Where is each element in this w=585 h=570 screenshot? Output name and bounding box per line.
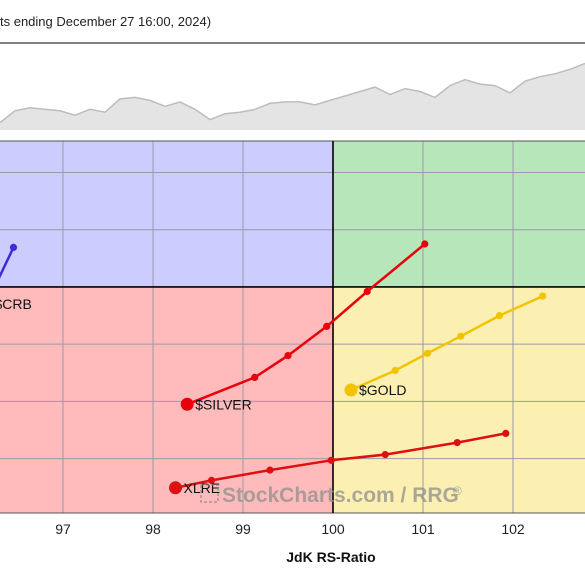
quadrant-lagging xyxy=(0,286,333,513)
series-tail-point xyxy=(266,466,274,474)
x-axis-label: JdK RS-Ratio xyxy=(286,549,375,565)
series-tail-point xyxy=(381,451,389,459)
series-tail-point xyxy=(421,240,429,248)
x-tick-label: 98 xyxy=(145,521,161,537)
series-tail-point xyxy=(423,349,432,357)
mini-chart-line xyxy=(0,62,585,124)
series-tail-point xyxy=(323,322,331,330)
series-tail-point xyxy=(495,312,504,320)
rrg-plot-area: $CRB $SILVER $GOLD XLRE 97 98 99 100 101 102 xyxy=(0,140,585,537)
series-tail-point xyxy=(327,456,335,464)
quadrant-leading xyxy=(333,141,585,287)
x-tick-label: 102 xyxy=(501,521,525,537)
series-tail-point xyxy=(502,429,510,437)
x-tick-label: 97 xyxy=(55,521,71,537)
series-tail-point xyxy=(207,476,216,484)
series-tail-point xyxy=(9,243,18,251)
series-xlre: XLRE xyxy=(169,429,510,496)
series-label: $CRB xyxy=(0,296,32,312)
series-head-point xyxy=(180,397,194,411)
series-label: $SILVER xyxy=(195,396,252,412)
series-tail-point xyxy=(363,287,371,296)
series-label: XLRE xyxy=(184,480,221,496)
x-tick-label: 99 xyxy=(235,521,251,537)
watermark-text: StockCharts.com / RRG xyxy=(222,484,459,507)
series-tail-point xyxy=(251,373,259,381)
x-tick-label: 101 xyxy=(411,521,435,537)
series-tail-point xyxy=(284,352,292,360)
benchmark-mini-chart xyxy=(0,42,585,130)
series-tail-point xyxy=(453,439,461,447)
series-tail-line xyxy=(350,294,544,392)
series-tail-point xyxy=(457,332,465,340)
series-head-point xyxy=(344,383,358,397)
series-tail-point xyxy=(391,366,399,375)
watermark-reg-mark: ® xyxy=(453,484,462,498)
series-tail-line xyxy=(186,243,426,406)
series-tail-point xyxy=(539,292,547,300)
watermark-logo-icon xyxy=(200,484,219,503)
mini-chart-area xyxy=(0,63,585,130)
header-caption: ts ending December 27 16:00, 2024) xyxy=(0,14,211,29)
quadrant-weakening xyxy=(333,286,585,513)
series-label: $GOLD xyxy=(359,382,406,398)
series-head-point xyxy=(169,481,182,495)
series-gold: $GOLD xyxy=(344,292,547,398)
x-tick-label: 100 xyxy=(321,521,345,537)
series-tail-line xyxy=(0,246,15,279)
stockcharts-watermark: StockCharts.com / RRG ® xyxy=(200,484,462,507)
series-crb: $CRB xyxy=(0,243,32,312)
series-silver: $SILVER xyxy=(180,240,429,412)
quadrant-improving xyxy=(0,141,333,287)
